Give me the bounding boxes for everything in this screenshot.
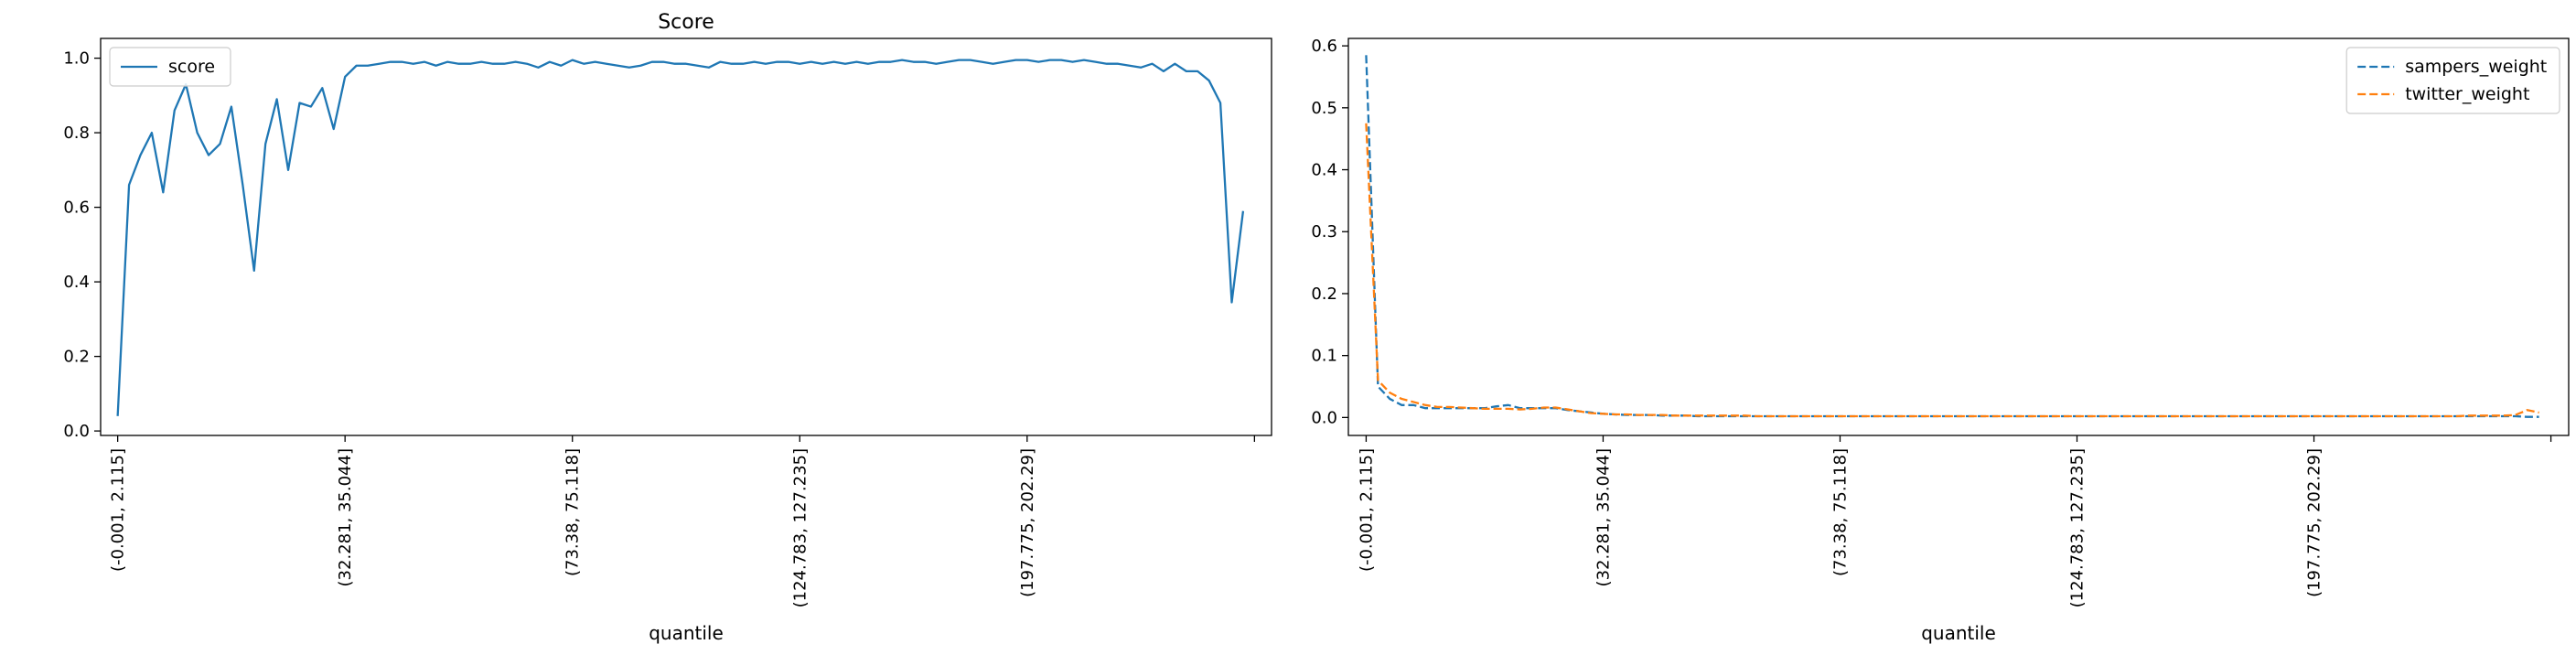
y-tick-label: 1.0	[63, 49, 90, 69]
legend: sampers_weight twitter_weight	[2345, 47, 2560, 114]
x-axis-title: quantile	[1921, 622, 1996, 644]
x-tick-label: (197.775, 202.29]	[2305, 448, 2324, 597]
x-tick-label: (124.783, 127.235]	[790, 448, 810, 607]
y-tick-label: 0.0	[1311, 408, 1337, 427]
x-axis: (-0.001, 2.115] (32.281, 35.044] (73.38, 7…	[109, 435, 1256, 607]
legend-box	[109, 47, 231, 87]
legend-label: twitter_weight	[2405, 84, 2529, 104]
y-tick-label: 0.6	[1311, 37, 1337, 56]
chart-title: Score	[658, 11, 714, 34]
y-axis: 0.0 0.2 0.4 0.6 0.8 1.0	[63, 49, 101, 441]
x-tick-label: (124.783, 127.235]	[2068, 448, 2088, 607]
y-tick-label: 0.8	[63, 123, 90, 143]
y-tick-label: 0.4	[1311, 161, 1337, 180]
legend-box	[2345, 47, 2560, 114]
legend: score	[109, 47, 231, 87]
series-line-score	[116, 59, 1245, 416]
y-tick-label: 0.5	[1311, 99, 1337, 118]
y-tick-label: 0.6	[63, 199, 90, 218]
legend-label: sampers_weight	[2405, 57, 2547, 77]
y-tick-label: 0.4	[63, 273, 90, 292]
x-tick-label: (73.38, 75.118]	[1830, 448, 1850, 576]
x-tick-label: (-0.001, 2.115]	[1357, 448, 1376, 572]
legend-label: score	[168, 57, 215, 77]
y-axis: 0.0 0.1 0.2 0.3 0.4 0.5 0.6	[1311, 37, 1348, 427]
score-chart: Score 0.0 0.2 0.4 0.6 0.8 1.0 (-0.001, 2.115]…	[63, 11, 1272, 644]
y-tick-label: 0.0	[63, 422, 90, 441]
x-tick-label: (73.38, 75.118]	[564, 448, 583, 576]
x-tick-label: (32.281, 35.044]	[1594, 448, 1613, 586]
x-tick-label: (32.281, 35.044]	[336, 448, 355, 586]
x-axis-title: quantile	[649, 622, 724, 644]
y-tick-label: 0.1	[1311, 347, 1337, 366]
series-line-twitter-weight	[1365, 123, 2539, 418]
x-axis: (-0.001, 2.115] (32.281, 35.044] (73.38, 7…	[1357, 435, 2552, 607]
y-tick-label: 0.2	[63, 348, 90, 367]
series-layer	[116, 59, 1245, 416]
plot-frame	[100, 38, 1272, 436]
plot-frame	[1347, 38, 2570, 436]
series-layer	[1365, 55, 2539, 418]
x-tick-label: (197.775, 202.29]	[1018, 448, 1037, 597]
weights-chart: 0.0 0.1 0.2 0.3 0.4 0.5 0.6 (-0.001, 2.115] (32…	[1311, 37, 2570, 644]
y-tick-label: 0.2	[1311, 285, 1337, 304]
y-tick-label: 0.3	[1311, 222, 1337, 242]
x-tick-label: (-0.001, 2.115]	[109, 448, 128, 572]
